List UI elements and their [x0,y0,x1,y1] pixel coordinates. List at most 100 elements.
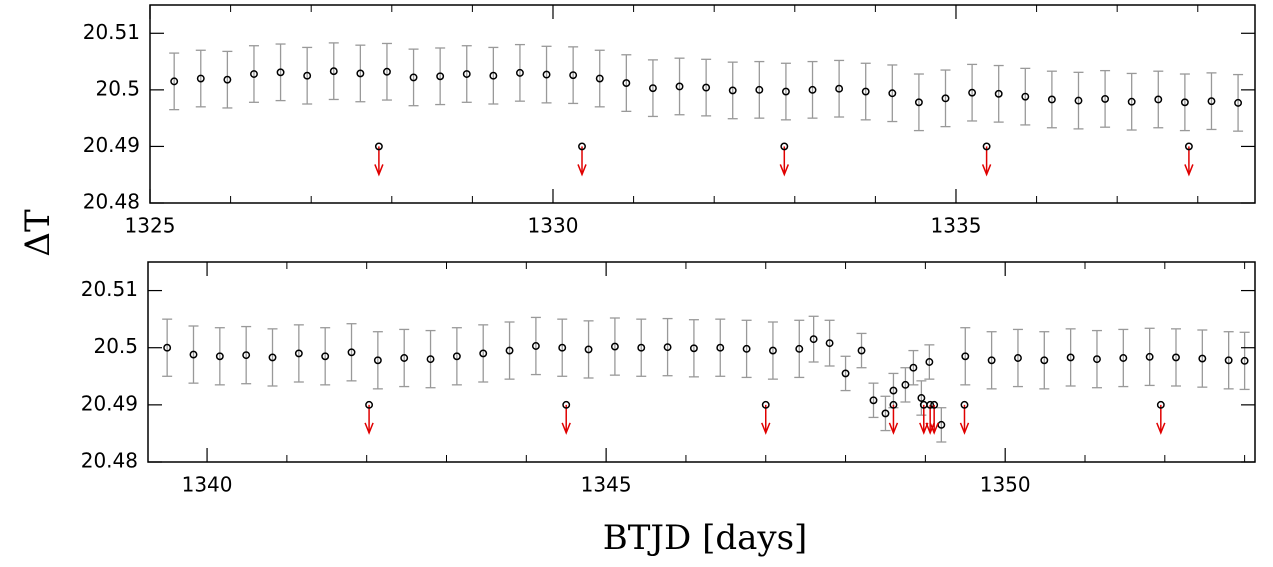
upper-limit [364,400,374,435]
error-bar [293,324,304,383]
error-bar [808,315,819,363]
error-bar [355,44,366,103]
x-tick-label: 1350 [980,473,1031,497]
limit-point [578,142,586,151]
data-point [768,346,777,355]
data-point [795,344,804,353]
error-bar [267,328,278,387]
error-bar [461,45,472,103]
error-bar [1233,73,1244,132]
data-point [400,354,409,362]
error-bar [1012,328,1023,388]
data-point [1198,354,1207,363]
error-bar [302,46,313,105]
error-bar [188,325,199,384]
data-point [268,353,277,362]
error-bar [924,344,935,380]
error-bar [1046,70,1057,129]
error-bar [807,60,818,119]
limit-point [889,400,898,409]
data-point [1240,356,1249,365]
data-point [426,355,435,364]
y-tick-label: 20.49 [83,133,140,157]
arrow-head [364,422,374,435]
data-point [1127,97,1136,106]
data-point [809,335,818,344]
data-point [835,84,844,93]
data-point [901,380,910,389]
arrow-head [374,164,384,177]
y-tick-label: 20.48 [81,449,138,473]
error-bar [986,331,997,390]
data-point [808,85,817,94]
error-bar [715,318,726,377]
data-point [728,86,737,95]
error-bar [162,318,173,377]
error-bar [913,73,924,132]
limit-point [780,142,789,151]
error-bar [834,59,845,118]
error-bar [1179,73,1190,132]
upper-limit [561,400,571,435]
error-bar [1239,331,1250,391]
error-bar [275,43,286,102]
limit-point [1184,142,1193,151]
y-tick-label: 20.51 [83,20,140,44]
upper-limit [761,400,771,435]
error-bar [1144,327,1155,387]
data-point [383,67,391,76]
data-point [1101,94,1110,103]
data-point [1180,98,1189,107]
data-point [294,349,303,358]
error-bar [868,382,879,419]
plot-frame [149,4,1256,204]
error-bar [1153,70,1164,129]
error-bar [609,317,620,376]
error-bar [860,62,871,121]
error-bar [621,54,632,113]
error-bar [880,395,891,432]
error-bar [727,61,738,120]
x-tick-label: 1340 [182,473,233,497]
error-bar [381,42,392,101]
limit-point [930,400,939,409]
y-tick-label: 20.51 [81,277,138,301]
error-bar [241,325,252,385]
upper-limit [929,400,939,435]
upper-limit [779,142,790,177]
x-tick-label: 1330 [528,214,579,238]
data-point [742,344,751,353]
error-bar [1091,329,1102,389]
error-bar [1039,331,1050,390]
data-point [941,94,950,103]
data-point [1021,92,1030,101]
data-point [409,73,418,82]
data-point [622,79,631,88]
data-point [1172,353,1180,362]
data-point [303,71,312,80]
arrow-head [761,422,771,435]
data-point [925,358,934,366]
upper-limit [959,400,970,435]
error-bar [936,407,947,443]
error-bar [647,59,658,118]
limit-point [562,400,571,409]
limit-point [960,400,969,409]
error-bar [767,321,778,380]
error-bar [754,60,765,119]
data-point [1047,95,1056,104]
limit-point [1156,400,1165,409]
error-bar [478,324,489,383]
arrow-head [1156,422,1166,435]
error-bar [824,319,835,367]
error-bar [856,332,867,369]
error-bar [940,69,951,128]
arrow-head [577,164,587,177]
data-point [968,88,977,97]
data-point [689,344,698,353]
data-point [542,70,551,79]
arrow-head [1184,164,1194,177]
data-point [196,74,205,83]
error-bar [195,49,206,108]
y-tick-label: 20.5 [95,76,140,100]
